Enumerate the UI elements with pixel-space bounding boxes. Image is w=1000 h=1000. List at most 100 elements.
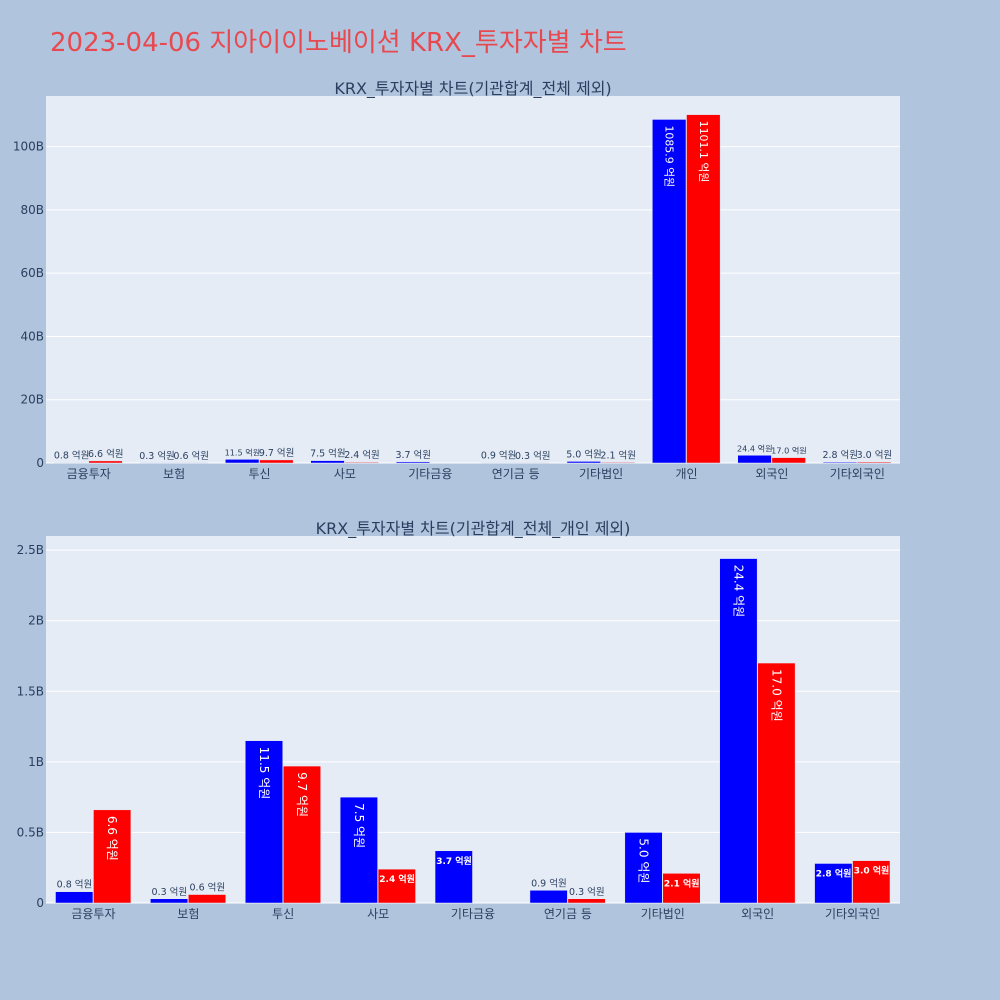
bar bbox=[339, 796, 378, 904]
bar bbox=[600, 462, 636, 464]
data-label: 2.1 억원 bbox=[664, 877, 700, 889]
bar bbox=[814, 863, 853, 904]
bar bbox=[88, 460, 123, 464]
data-label: 7.5 억원 bbox=[310, 448, 346, 460]
y-tick-label: 0 bbox=[36, 896, 44, 910]
data-label: 24.4 억원 bbox=[731, 565, 745, 618]
plot-area bbox=[46, 96, 900, 463]
data-label: 0.8 억원 bbox=[54, 450, 90, 462]
y-tick-label: 2B bbox=[28, 614, 44, 628]
x-tick-label: 보험 bbox=[163, 467, 185, 481]
bar bbox=[259, 459, 294, 464]
x-tick-label: 외국인 bbox=[755, 467, 788, 481]
bar bbox=[822, 461, 858, 464]
data-label: 2.8 억원 bbox=[816, 867, 852, 879]
x-tick-label: 개인 bbox=[675, 467, 697, 481]
bar bbox=[566, 461, 601, 464]
data-label: 9.7 억원 bbox=[259, 447, 295, 459]
x-tick-label: 기타금융 bbox=[451, 907, 495, 921]
x-tick-label: 기타법인 bbox=[641, 907, 685, 921]
data-label: 5.0 억원 bbox=[637, 838, 651, 883]
bar bbox=[310, 460, 345, 464]
x-tick-label: 연기금 등 bbox=[544, 907, 592, 921]
bar bbox=[857, 461, 892, 464]
chart-top: 0 20B 40B 60B 80B 100B KRX_투자자별 차트(기관합계_전체 제외)… bbox=[13, 79, 900, 481]
bar bbox=[55, 891, 94, 904]
data-label: 2.8 억원 bbox=[822, 449, 858, 461]
data-label: 0.9 억원 bbox=[481, 450, 517, 462]
x-tick-label: 사모 bbox=[367, 907, 389, 921]
data-label: 6.6 억원 bbox=[105, 816, 119, 861]
x-tick-label: 외국인 bbox=[741, 907, 774, 921]
data-label: 6.6 억원 bbox=[88, 448, 124, 460]
bar bbox=[225, 459, 260, 464]
data-label: 0.9 억원 bbox=[531, 877, 567, 889]
bar bbox=[852, 860, 891, 904]
y-tick-label: 20B bbox=[20, 393, 44, 407]
data-label: 3.0 억원 bbox=[857, 449, 893, 461]
x-tick-label: 기타외국인 bbox=[830, 467, 885, 481]
data-label: 7.5 억원 bbox=[352, 803, 366, 848]
bar bbox=[757, 662, 796, 904]
bar bbox=[150, 898, 189, 904]
y-tick-label: 60B bbox=[20, 266, 44, 280]
y-tick-label: 80B bbox=[20, 203, 44, 217]
data-label: 0.3 억원 bbox=[152, 886, 188, 898]
bar bbox=[282, 765, 321, 904]
data-label: 2.4 억원 bbox=[379, 873, 415, 885]
chart-title: KRX_투자자별 차트(기관합계_전체 제외) bbox=[334, 79, 611, 99]
data-label: 11.5 억원 bbox=[225, 447, 261, 457]
x-tick-label: 사모 bbox=[334, 467, 356, 481]
y-tick-label: 1B bbox=[28, 755, 44, 769]
data-label: 0.6 억원 bbox=[173, 450, 209, 462]
y-tick-label: 100B bbox=[13, 140, 44, 154]
bar bbox=[662, 873, 701, 904]
data-label: 1085.9 억원 bbox=[663, 125, 676, 187]
bar bbox=[377, 868, 416, 904]
data-label: 11.5 억원 bbox=[257, 747, 271, 800]
bar bbox=[93, 809, 132, 904]
bar bbox=[719, 558, 758, 904]
data-label: 17.0 억원 bbox=[769, 669, 783, 722]
page-title: 2023-04-06 지아이이노베이션 KRX_투자자별 차트 bbox=[50, 28, 627, 58]
data-label: 2.4 억원 bbox=[344, 449, 380, 461]
x-tick-label: 기타금융 bbox=[408, 467, 452, 481]
bar bbox=[652, 119, 687, 464]
bar bbox=[737, 455, 772, 464]
data-label: 3.7 억원 bbox=[436, 855, 472, 867]
x-tick-label: 금융투자 bbox=[67, 467, 111, 481]
bar bbox=[686, 114, 721, 464]
bar bbox=[771, 457, 806, 464]
data-label: 2.1 억원 bbox=[600, 449, 636, 461]
bar bbox=[395, 461, 431, 464]
x-tick-label: 투신 bbox=[248, 467, 270, 481]
y-tick-label: 0 bbox=[36, 456, 44, 470]
x-tick-label: 기타법인 bbox=[579, 467, 623, 481]
x-tick-label: 투신 bbox=[272, 907, 294, 921]
data-label: 3.0 억원 bbox=[854, 865, 890, 877]
x-tick-label: 기타외국인 bbox=[825, 907, 880, 921]
data-label: 17.0 억원 bbox=[771, 446, 807, 456]
x-tick-label: 보험 bbox=[177, 907, 199, 921]
bar bbox=[567, 898, 606, 904]
data-label: 3.7 억원 bbox=[395, 449, 431, 461]
bar bbox=[434, 850, 473, 904]
data-label: 0.3 억원 bbox=[569, 886, 605, 898]
y-tick-label: 2.5B bbox=[17, 543, 44, 557]
data-label: 0.3 억원 bbox=[139, 450, 175, 462]
bar bbox=[245, 740, 283, 904]
bar bbox=[624, 832, 663, 904]
bar bbox=[344, 461, 379, 464]
data-label: 9.7 억원 bbox=[295, 772, 309, 817]
bar bbox=[188, 894, 227, 904]
y-tick-label: 0.5B bbox=[17, 825, 44, 839]
y-tick-label: 40B bbox=[20, 329, 44, 343]
data-label: 0.3 억원 bbox=[515, 450, 551, 462]
y-tick-label: 1.5B bbox=[17, 684, 44, 698]
chart-title: KRX_투자자별 차트(기관합계_전체_개인 제외) bbox=[316, 519, 631, 539]
data-label: 24.4 억원 bbox=[737, 443, 773, 453]
x-tick-label: 금융투자 bbox=[71, 907, 115, 921]
x-tick-label: 연기금 등 bbox=[492, 467, 540, 481]
data-label: 0.6 억원 bbox=[190, 882, 226, 894]
